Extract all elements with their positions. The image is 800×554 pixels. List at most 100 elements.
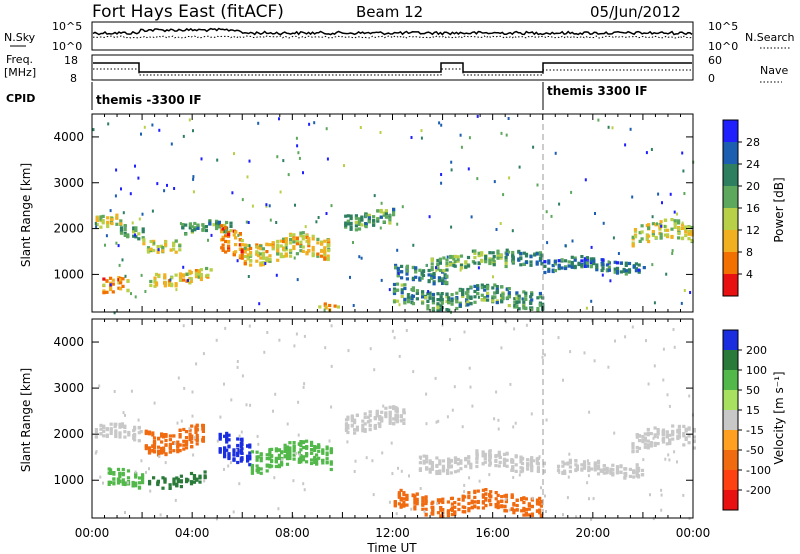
heatmap-cell [467,494,471,498]
heatmap-cell [249,259,253,263]
heatmap-cell [95,219,99,223]
heatmap-cell [601,258,605,262]
heatmap-cell [666,393,669,397]
heatmap-cell [517,297,521,301]
heatmap-cell [538,496,542,500]
heatmap-cell [336,305,340,309]
heatmap-cell [261,263,265,267]
heatmap-cell [635,449,639,453]
heatmap-cell [530,291,534,295]
heatmap-cell [268,463,272,467]
heatmap-cell [519,251,523,256]
heatmap-cell [268,448,272,452]
cpid-segment-2: themis 3300 IF [547,84,648,98]
heatmap-cell [513,297,517,301]
heatmap-cell [163,284,167,288]
colorbar-tick-label: 4 [746,268,753,281]
heatmap-cell [311,237,315,241]
heatmap-cell [276,258,280,262]
heatmap-cell [640,473,645,477]
heatmap-cell [240,456,244,460]
heatmap-cell [649,432,653,436]
heatmap-cell [483,452,487,456]
heatmap-cell [475,456,479,460]
heatmap-cell [201,228,205,232]
heatmap-cell [120,187,122,191]
heatmap-cell [144,444,148,448]
heatmap-cell [522,304,526,308]
heatmap-cell [403,283,407,287]
heatmap-cell [396,274,400,278]
heatmap-cell [184,430,189,434]
heatmap-cell [289,250,293,254]
heatmap-cell [558,470,561,474]
heatmap-cell [543,260,547,264]
heatmap-cell [199,276,203,280]
heatmap-cell [301,245,305,249]
heatmap-cell [508,508,511,512]
heatmap-cell [671,433,675,437]
heatmap-cell [463,495,467,499]
heatmap-cell [651,230,655,234]
heatmap-cell [204,225,208,229]
heatmap-cell [394,265,398,269]
heatmap-cell [234,250,238,254]
heatmap-cell [476,284,480,288]
heatmap-cell [110,222,114,226]
heatmap-cell [238,256,242,260]
heatmap-cell [371,459,374,463]
heatmap-cell [195,428,199,432]
heatmap-cell [116,477,121,481]
heatmap-cell [540,486,542,490]
heatmap-cell [677,435,681,439]
heatmap-cell [449,338,451,341]
heatmap-cell [172,241,176,245]
heatmap-cell [500,131,503,135]
heatmap-cell [346,214,350,218]
heatmap-cell [466,255,471,260]
heatmap-cell [329,460,333,464]
heatmap-cell [641,440,645,444]
heatmap-cell [353,418,357,422]
heatmap-cell [502,463,507,467]
heatmap-cell [497,418,500,422]
heatmap-cell [303,334,306,338]
heatmap-cell [321,459,325,463]
heatmap-cell [544,494,546,498]
heatmap-cell [690,232,694,236]
heatmap-cell [536,296,540,300]
heatmap-cell [200,157,203,161]
heatmap-cell [447,465,451,469]
heatmap-cell [160,434,164,438]
heatmap-cell [101,219,105,223]
heatmap-cell [173,187,176,190]
heatmap-cell [151,444,155,448]
heatmap-cell [377,421,380,425]
heatmap-cell [151,209,154,213]
heatmap-cell [624,474,628,478]
heatmap-cell [361,419,365,423]
heatmap-cell [558,202,561,206]
heatmap-cell [441,497,445,501]
heatmap-cell [149,489,152,493]
heatmap-cell [105,290,109,294]
heatmap-cell [599,469,603,473]
heatmap-cell [687,225,691,229]
heatmap-cell [113,390,116,393]
heatmap-cell [511,229,514,233]
heatmap-cell [435,269,438,273]
heatmap-cell [149,279,153,284]
heatmap-cell [401,205,404,209]
heatmap-cell [602,467,606,472]
heatmap-cell [589,257,593,261]
heatmap-cell [457,497,461,501]
heatmap-cell [285,246,288,250]
heatmap-cell [583,257,587,261]
heatmap-cell [445,258,449,262]
heatmap-cell [441,281,445,285]
heatmap-cell [218,437,222,441]
heatmap-cell [450,509,454,513]
heatmap-cell [169,278,172,282]
heatmap-cell [682,432,686,436]
heatmap-cell [400,283,404,287]
